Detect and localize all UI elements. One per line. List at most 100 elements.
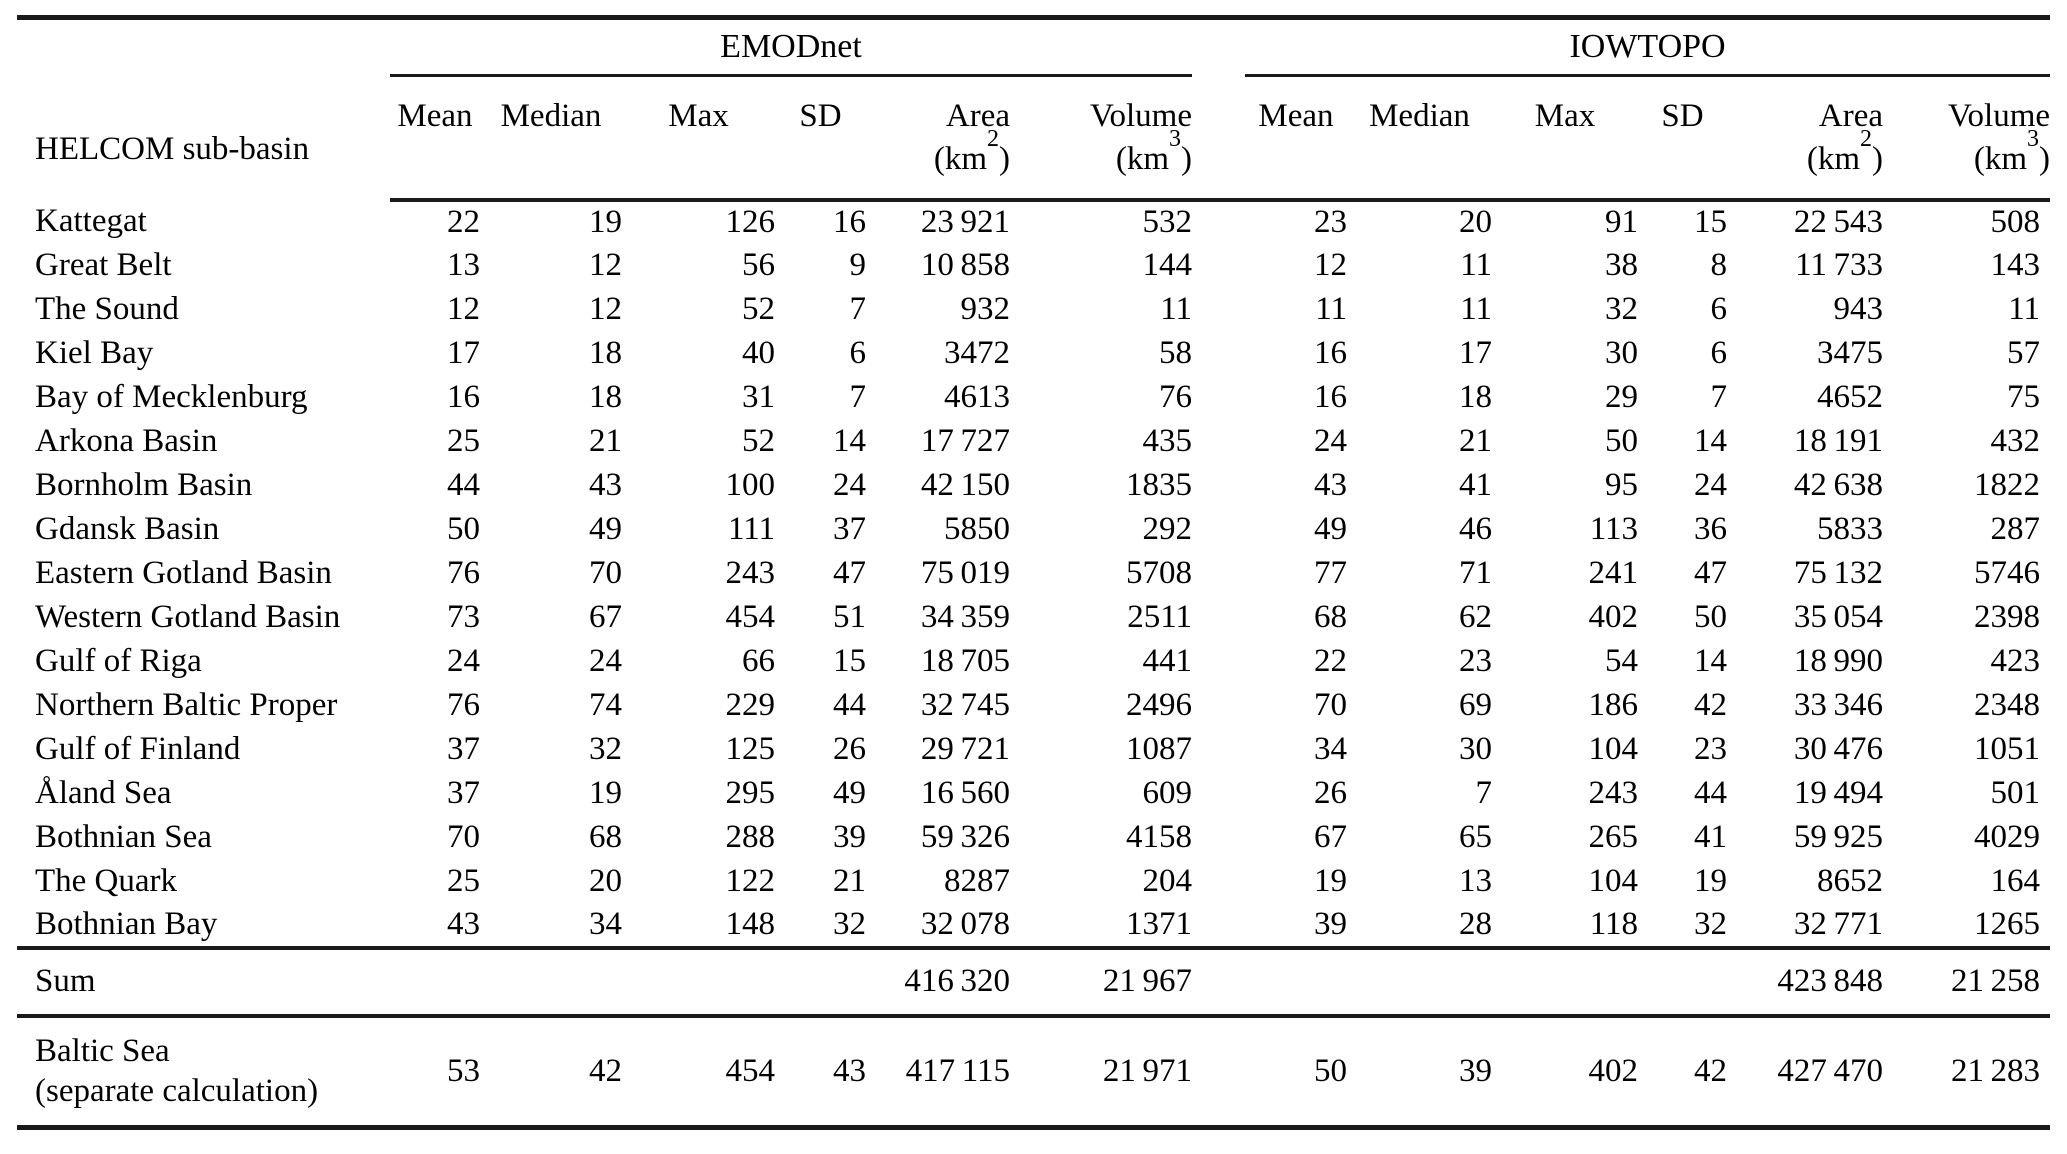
- unit-exponent: 3: [2027, 126, 2040, 152]
- cell-emodnet-sd: 26: [833, 731, 866, 767]
- cell-emodnet-sd: 6: [849, 335, 867, 371]
- cell-iowtopo-volume: 5746: [1974, 555, 2041, 591]
- cell-iowtopo-sd: 7: [1710, 379, 1728, 415]
- cell-emodnet-median: 20: [589, 863, 622, 899]
- cell-iowtopo-max: 265: [1588, 819, 1639, 855]
- cell-iowtopo-volume: 501: [1990, 775, 2041, 811]
- table-row: Eastern Gotland Basin 76 70 243 47 75 019 5708…: [17, 552, 2050, 596]
- cell-emodnet-max: 31: [742, 379, 775, 415]
- cell-emodnet-median: 68: [589, 819, 622, 855]
- cell-iowtopo-area: 8652: [1817, 863, 1883, 899]
- cell-iowtopo-mean: 50: [1245, 1013, 1347, 1128]
- cell-emodnet-volume: 2511: [1127, 599, 1192, 635]
- column-gap-spacer: [1192, 640, 1245, 684]
- cell-emodnet-volume: 441: [1142, 643, 1193, 679]
- cell-emodnet-mean: 50: [447, 511, 480, 547]
- cell-iowtopo-sd: 42: [1638, 1013, 1727, 1128]
- cell-emodnet-mean: 16: [447, 379, 480, 415]
- table-row: Bornholm Basin 44 43 100 24 42 150 1835 43 41 95 2…: [17, 464, 2050, 508]
- column-gap-spacer: [1192, 772, 1245, 816]
- cell-iowtopo-median: 11: [1460, 247, 1492, 283]
- cell-emodnet-sd: 49: [833, 775, 866, 811]
- cell-emodnet-area: 32 745: [920, 687, 1010, 723]
- cell-iowtopo-mean: 34: [1314, 731, 1347, 767]
- cell-emodnet-mean: 13: [447, 247, 480, 283]
- cell-iowtopo-max: 54: [1605, 643, 1638, 679]
- cell-emodnet-max: 295: [725, 775, 776, 811]
- col-header-iowtopo-volume: Volume (km3): [1883, 75, 2051, 202]
- table-row: Bothnian Sea 70 68 288 39 59 326 4158 67 65 265 41…: [17, 816, 2050, 860]
- cell-emodnet-median: 12: [589, 247, 622, 283]
- cell-emodnet-median: 19: [589, 775, 622, 811]
- col-header-label: Area: [1818, 98, 1883, 134]
- cell-iowtopo-area: 19 494: [1793, 775, 1883, 811]
- cell-iowtopo-median: 20: [1459, 204, 1492, 240]
- col-header-label: Median: [1369, 98, 1470, 134]
- cell-iowtopo-mean: 43: [1314, 467, 1347, 503]
- cell-emodnet-volume: 21 967: [1010, 945, 1192, 1016]
- cell-iowtopo-area: 33 346: [1793, 687, 1883, 723]
- row-label: Baltic Sea (separate calculation): [17, 1013, 390, 1128]
- cell-emodnet-median: 67: [589, 599, 622, 635]
- cell-iowtopo-max: 29: [1605, 379, 1638, 415]
- cell-emodnet-max: 40: [742, 335, 775, 371]
- cell-iowtopo-sd: 36: [1694, 511, 1727, 547]
- col-header-iowtopo-area: Area (km2): [1727, 75, 1883, 202]
- row-label: Northern Baltic Proper: [35, 687, 338, 723]
- table-row: Arkona Basin 25 21 52 14 17 727 435 24 21 50 14 18 …: [17, 420, 2050, 464]
- cell-iowtopo-mean: 23: [1314, 204, 1347, 240]
- col-header-label: Mean: [397, 98, 473, 134]
- table-header: HELCOM sub-basin EMODnet IOWTOPO Mean Med…: [17, 17, 2051, 202]
- cell-iowtopo-median: 7: [1475, 775, 1493, 811]
- row-label-line1: Baltic Sea: [35, 1033, 170, 1070]
- cell-iowtopo-area: 18 191: [1793, 423, 1883, 459]
- cell-emodnet-max: 56: [742, 247, 775, 283]
- cell-iowtopo-sd: 6: [1710, 335, 1728, 371]
- cell-iowtopo-median: 65: [1459, 819, 1492, 855]
- cell-iowtopo-area: 22 543: [1793, 204, 1883, 240]
- cell-iowtopo-median: 30: [1459, 731, 1492, 767]
- cell-iowtopo-mean: 39: [1314, 906, 1347, 942]
- cell-emodnet-sd: [775, 945, 866, 1016]
- cell-iowtopo-max: 50: [1605, 423, 1638, 459]
- cell-emodnet-median: 18: [589, 379, 622, 415]
- cell-emodnet-mean: 53: [390, 1013, 480, 1128]
- unit-base: (km: [1115, 141, 1169, 177]
- cell-emodnet-area: 932: [960, 291, 1011, 327]
- cell-emodnet-median: 42: [480, 1013, 622, 1128]
- table-row: Northern Baltic Proper 76 74 229 44 32 745 249…: [17, 684, 2050, 728]
- col-header-emodnet-sd: SD: [775, 75, 866, 202]
- cell-emodnet-mean: 73: [447, 599, 480, 635]
- row-label: Arkona Basin: [35, 423, 218, 459]
- cell-emodnet-median: 19: [589, 204, 622, 240]
- cell-emodnet-max: 229: [725, 687, 776, 723]
- cell-emodnet-max: 111: [727, 511, 775, 547]
- table-row: Gulf of Finland 37 32 125 26 29 721 1087 34 30 10…: [17, 728, 2050, 772]
- cell-emodnet-sd: 7: [849, 291, 867, 327]
- cell-iowtopo-area: 42 638: [1793, 467, 1883, 503]
- cell-emodnet-mean: 24: [447, 643, 480, 679]
- table-row: Bay of Mecklenburg 16 18 31 7 4613 76 16 18 29 7 46…: [17, 376, 2050, 420]
- unit-base: (km: [1973, 141, 2028, 177]
- cell-iowtopo-median: 13: [1459, 863, 1492, 899]
- col-header-label: Max: [668, 98, 729, 134]
- cell-iowtopo-volume: 75: [2007, 379, 2041, 415]
- cell-iowtopo-mean: 16: [1314, 379, 1347, 415]
- cell-emodnet-sd: 44: [833, 687, 866, 723]
- cell-emodnet-median: 43: [589, 467, 622, 503]
- cell-emodnet-volume: 609: [1142, 775, 1193, 811]
- cell-iowtopo-median: 11: [1460, 291, 1492, 327]
- cell-emodnet-max: 454: [622, 1013, 775, 1128]
- cell-iowtopo-volume: 57: [2007, 335, 2041, 371]
- cell-iowtopo-max: 32: [1605, 291, 1638, 327]
- cell-iowtopo-volume: 2348: [1974, 687, 2041, 723]
- cell-iowtopo-volume: 143: [1990, 247, 2041, 283]
- column-gap-spacer: [1192, 244, 1245, 288]
- column-gap-spacer: [1192, 860, 1245, 904]
- cell-emodnet-mean: 25: [447, 423, 480, 459]
- col-header-emodnet-max: Max: [622, 75, 775, 202]
- cell-iowtopo-volume: 508: [1990, 204, 2041, 240]
- row-label: Gdansk Basin: [35, 511, 220, 547]
- column-gap-spacer: [1192, 376, 1245, 420]
- table-row: Åland Sea 37 19 295 49 16 560 609 26 7 243 44 19 49…: [17, 772, 2050, 816]
